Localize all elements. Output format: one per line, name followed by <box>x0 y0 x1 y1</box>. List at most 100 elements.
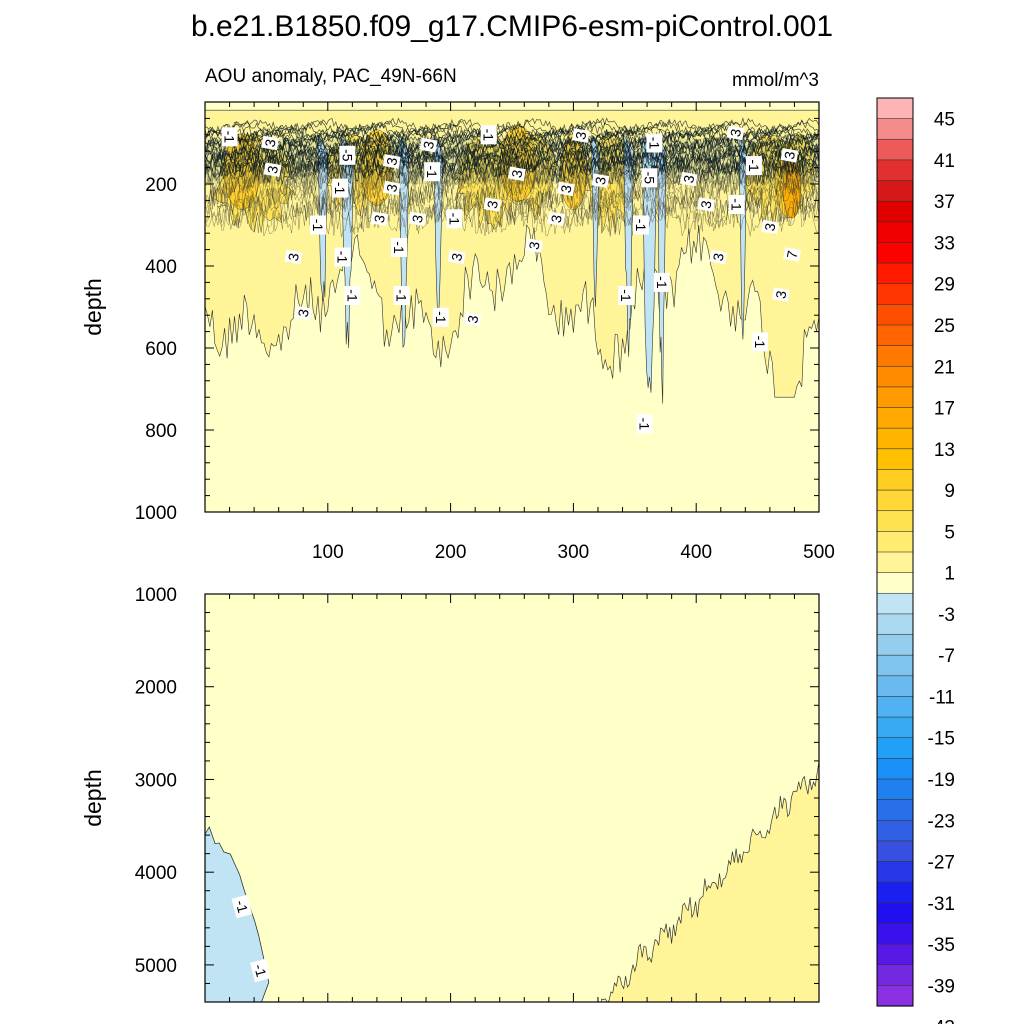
colorbar-label: 21 <box>934 357 955 378</box>
contour-label-box <box>760 219 779 235</box>
upper-panel: -1 3 3 -5 3 3 -1 -1 3 -1 3 -1 3 -1 3 3 3 3 -5 3 3 -1 3 3 3 -1 3 -1 -… <box>80 101 835 563</box>
contour-line <box>205 120 819 141</box>
contour-label: -1 <box>646 133 663 153</box>
colorbar-label: 45 <box>934 110 955 131</box>
colorbar-swatch <box>876 489 914 512</box>
contour-label: -1 <box>745 156 762 176</box>
contour-label: -1 <box>632 215 649 235</box>
contour-label: -1 <box>334 247 351 267</box>
colorbar-swatch <box>876 861 914 883</box>
contour-label: 3 <box>571 128 590 143</box>
colorbar-swatch <box>876 510 914 532</box>
contour-label-box <box>525 238 544 253</box>
upper-y-axis-title: depth <box>80 278 106 336</box>
contour-label: 3 <box>370 211 389 227</box>
colorbar-frame <box>876 97 914 1007</box>
contour-label: 3 <box>419 137 438 153</box>
contour-label-box <box>370 211 389 227</box>
contour-label: 3 <box>780 148 799 163</box>
contour-line <box>205 123 819 143</box>
contour-label-text: 3 <box>710 252 727 263</box>
contour-label-text: 3 <box>761 222 778 233</box>
contour-line <box>205 183 819 219</box>
contour-label: 3 <box>447 249 466 265</box>
lower-y-axis-title: depth <box>80 769 106 827</box>
contour-label: 3 <box>679 171 698 187</box>
contour-label-text: 3 <box>548 213 565 224</box>
contour-label-box <box>446 209 463 229</box>
contour-label-text: 3 <box>727 127 744 138</box>
colorbar-label: -43 <box>928 1018 955 1024</box>
contour-label-box <box>726 125 745 141</box>
contour-label: 3 <box>709 249 728 265</box>
contour-label-box <box>641 168 658 188</box>
colorbar-label: 37 <box>934 192 955 213</box>
contour-label-text: 3 <box>508 168 525 179</box>
chart-title: b.e21.B1850.f09_g17.CMIP6-esm-piControl.… <box>191 10 833 43</box>
colorbar: 45 41 37 33 29 25 21 17 13 9 5 1 -3 -7 -11 -15 -19 -23 -27… <box>876 97 955 1024</box>
contour-label-box <box>752 332 769 352</box>
colorbar-label: 29 <box>934 275 955 296</box>
y-tick-label: 800 <box>145 421 177 442</box>
contour-label-box <box>447 249 466 265</box>
contour-label-box <box>382 180 401 196</box>
contour-label-text: -1 <box>752 336 768 349</box>
lower-contour-labels: -1 -1 <box>231 894 271 983</box>
contour-label-text: -1 <box>433 311 449 324</box>
contour-line <box>205 155 819 187</box>
contour-label: 3 <box>294 305 313 321</box>
contour-line <box>205 199 819 239</box>
colorbar-swatch <box>876 345 914 367</box>
contour-label-box <box>424 162 441 182</box>
contour-label-text: -1 <box>232 898 251 914</box>
y-tick-label: 2000 <box>135 678 177 699</box>
contour-label-text: 3 <box>371 213 388 224</box>
contour-label-box <box>571 128 590 143</box>
colorbar-label: 17 <box>934 399 955 420</box>
contour-label-text: -1 <box>618 289 634 302</box>
contour-label-box <box>294 305 313 321</box>
contour-label-box <box>261 135 280 151</box>
contour-label-box <box>231 894 253 919</box>
colorbar-label: 25 <box>934 316 955 337</box>
x-tick-label: 300 <box>558 542 590 563</box>
x-tick-label: 400 <box>680 542 712 563</box>
contour-label-text: 3 <box>697 199 714 210</box>
contour-label: -1 <box>221 127 238 147</box>
colorbar-swatch <box>876 97 914 120</box>
colorbar-label: -11 <box>929 688 955 709</box>
contour-label-text: -1 <box>633 219 649 232</box>
contour-label-text: -5 <box>642 172 658 185</box>
x-tick-label: 100 <box>312 542 344 563</box>
colorbar-label: -31 <box>928 894 955 915</box>
contour-label-text: -1 <box>332 182 348 195</box>
contour-label-box <box>636 414 653 434</box>
upper-contour-labels: -1 3 3 -5 3 3 -1 -1 3 -1 3 -1 3 -1 3 3 3 3 -5 3 3 -1 3 3 3 -1 3 -1 -… <box>221 125 801 434</box>
colorbar-swatch <box>876 221 914 244</box>
colorbar-swatch <box>876 840 914 863</box>
contour-label-text: 3 <box>448 252 465 263</box>
contour-label-box <box>344 286 361 305</box>
contour-label-text: 3 <box>484 199 501 210</box>
contour-label-text: 3 <box>592 175 609 186</box>
contour-label-text: 3 <box>464 314 481 325</box>
colorbar-swatch <box>876 675 914 698</box>
colorbar-label: -7 <box>938 646 955 667</box>
contour-label-box <box>432 307 449 327</box>
y-tick-label: 400 <box>145 257 177 278</box>
contour-label-box <box>339 145 356 165</box>
contour-line <box>205 186 819 224</box>
contour-label-box <box>771 287 790 302</box>
contour-label-box <box>310 215 326 235</box>
contour-label-text: 3 <box>383 183 400 194</box>
contour-label: 3 <box>557 181 575 197</box>
contour-label-box <box>480 125 497 145</box>
colorbar-swatch <box>876 469 914 491</box>
colorbar-swatch <box>876 283 914 305</box>
contour-line <box>205 143 819 170</box>
x-tick-label: 500 <box>803 542 835 563</box>
contour-label-text: -1 <box>729 198 745 211</box>
contour-label-text: -1 <box>637 418 653 431</box>
contour-label-text: 3 <box>557 183 574 194</box>
y-tick-label: 5000 <box>135 956 177 977</box>
